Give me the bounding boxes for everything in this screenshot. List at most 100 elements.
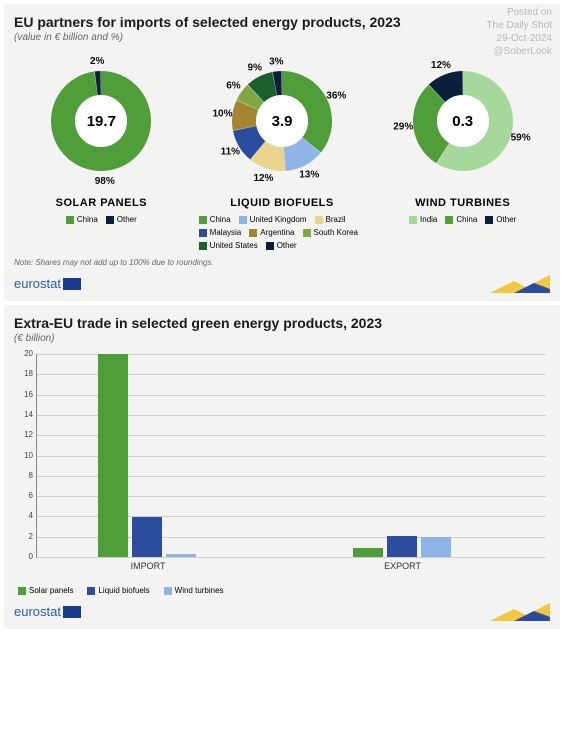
panel2-subtitle: (€ billion) (14, 333, 550, 344)
legend-swatch (303, 229, 311, 237)
legend-item: Solar panels (18, 586, 73, 595)
eurostat-text: eurostat (14, 604, 61, 619)
slice-pct-label: 10% (212, 108, 232, 119)
panel1-subtitle: (value in € billion and %) (14, 32, 550, 43)
bar (98, 354, 128, 557)
eurostat-text: eurostat (14, 276, 61, 291)
legend-swatch (445, 216, 453, 224)
slice-pct-label: 2% (90, 56, 105, 67)
legend-item: Other (485, 215, 516, 224)
donut-column: 59% 29% 12% 0.3 WIND TURBINES India China Other (375, 51, 550, 224)
legend-swatch (485, 216, 493, 224)
panel1-title: EU partners for imports of selected ener… (14, 14, 550, 30)
y-tick-label: 16 (15, 390, 33, 399)
watermark-line: 29-Oct-2024 (486, 32, 552, 45)
legend-item: India (409, 215, 437, 224)
panel2-footer: eurostat (14, 599, 550, 625)
legend-item: China (66, 215, 98, 224)
rounding-note: Note: Shares may not add up to 100% due … (14, 258, 550, 267)
watermark-line: Posted on (486, 6, 552, 19)
y-tick-label: 18 (15, 369, 33, 378)
eu-flag-icon (63, 278, 81, 290)
donut-legend: China Other (14, 215, 189, 224)
slice-pct-label: 9% (248, 63, 263, 74)
legend-swatch (199, 229, 207, 237)
legend-swatch (239, 216, 247, 224)
eurostat-logo: eurostat (14, 275, 81, 293)
bar-group: EXPORT (353, 536, 451, 557)
legend-swatch (199, 242, 207, 250)
y-tick-label: 6 (15, 491, 33, 500)
y-tick-label: 20 (15, 349, 33, 358)
slice-pct-label: 36% (326, 90, 346, 101)
y-tick-label: 2 (15, 532, 33, 541)
legend-item: Other (106, 215, 137, 224)
legend-swatch (199, 216, 207, 224)
donut: 59% 29% 12% 0.3 (393, 51, 533, 191)
donut-title: SOLAR PANELS (14, 197, 189, 209)
slice-pct-label: 12% (431, 60, 451, 71)
donut-title: WIND TURBINES (375, 197, 550, 209)
legend-swatch (409, 216, 417, 224)
gridline (37, 557, 546, 558)
slice-pct-label: 12% (253, 173, 273, 184)
y-tick-label: 8 (15, 471, 33, 480)
panel1-footer: eurostat (14, 271, 550, 297)
eurostat-logo: eurostat (14, 603, 81, 621)
imports-partners-panel: Posted on The Daily Shot 29-Oct-2024 @So… (4, 4, 560, 301)
legend-item: United States (199, 241, 258, 250)
bar (421, 537, 451, 557)
legend-swatch (266, 242, 274, 250)
legend-item: Wind turbines (164, 586, 224, 595)
legend-item: Malaysia (199, 228, 242, 237)
slice-pct-label: 29% (393, 122, 413, 133)
y-tick-label: 0 (15, 552, 33, 561)
panel2-title: Extra-EU trade in selected green energy … (14, 315, 550, 331)
legend-swatch (249, 229, 257, 237)
bar-chart: 02468101214161820IMPORTEXPORT (14, 354, 550, 584)
y-tick-label: 4 (15, 511, 33, 520)
bar (132, 517, 162, 557)
legend-swatch (164, 587, 172, 595)
y-tick-label: 10 (15, 451, 33, 460)
x-category-label: EXPORT (343, 561, 463, 571)
bar (387, 536, 417, 557)
eu-flag-icon (63, 606, 81, 618)
ribbon-icon (490, 275, 550, 293)
donut-column: 36%13%12%11%10%6%9%3%3.9LIQUID BIOFUELSC… (195, 51, 370, 250)
legend-item: United Kingdom (239, 215, 307, 224)
legend-swatch (106, 216, 114, 224)
trade-bar-panel: Extra-EU trade in selected green energy … (4, 305, 560, 629)
bar (353, 548, 383, 557)
donut-center-value: 3.9 (256, 95, 308, 147)
bar (166, 554, 196, 557)
donut-title: LIQUID BIOFUELS (195, 197, 370, 209)
y-tick-label: 14 (15, 410, 33, 419)
legend-item: China (445, 215, 477, 224)
x-category-label: IMPORT (88, 561, 208, 571)
legend-swatch (87, 587, 95, 595)
legend-swatch (315, 216, 323, 224)
legend-item: Brazil (315, 215, 346, 224)
donut-column: 98% 2% 19.7 SOLAR PANELS China Other (14, 51, 189, 224)
slice-pct-label: 11% (221, 147, 241, 158)
legend-item: South Korea (303, 228, 358, 237)
legend-item: Other (266, 241, 297, 250)
legend-item: Liquid biofuels (87, 586, 149, 595)
donut: 36%13%12%11%10%6%9%3%3.9 (212, 51, 352, 191)
slice-pct-label: 98% (95, 176, 115, 187)
legend-swatch (18, 587, 26, 595)
donut-legend: China United Kingdom Brazil Malaysia Argenti… (195, 215, 370, 250)
y-tick-label: 12 (15, 430, 33, 439)
donut-center-value: 0.3 (437, 95, 489, 147)
legend-item: China (199, 215, 231, 224)
legend-swatch (66, 216, 74, 224)
legend-item: Argentina (249, 228, 294, 237)
bar-legend: Solar panels Liquid biofuels Wind turbines (14, 586, 550, 595)
slice-pct-label: 59% (510, 133, 530, 144)
donut: 98% 2% 19.7 (31, 51, 171, 191)
slice-pct-label: 3% (269, 56, 284, 67)
bar-group: IMPORT (98, 354, 196, 557)
donut-center-value: 19.7 (75, 95, 127, 147)
slice-pct-label: 13% (299, 169, 319, 180)
